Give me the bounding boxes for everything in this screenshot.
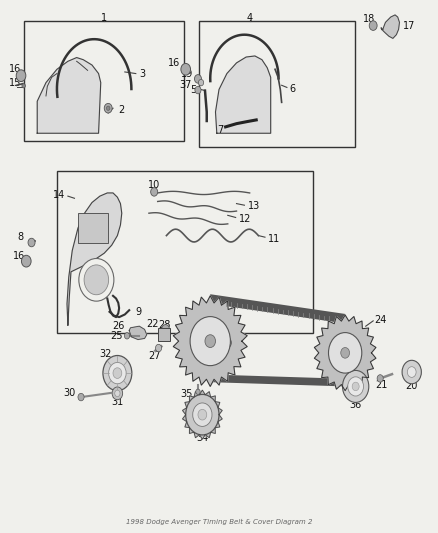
Text: 35: 35 <box>180 390 193 399</box>
Text: 12: 12 <box>239 214 251 223</box>
Bar <box>210 345 223 357</box>
Text: 18: 18 <box>363 14 375 23</box>
Circle shape <box>402 360 421 384</box>
Text: 37: 37 <box>180 80 192 90</box>
Circle shape <box>343 370 369 402</box>
Text: 9: 9 <box>136 307 142 317</box>
Circle shape <box>196 389 200 394</box>
Circle shape <box>198 79 204 86</box>
Circle shape <box>198 409 207 420</box>
Circle shape <box>193 403 212 426</box>
Polygon shape <box>314 315 376 391</box>
Polygon shape <box>215 56 271 133</box>
Text: 6: 6 <box>289 84 295 94</box>
Circle shape <box>377 375 383 382</box>
Circle shape <box>190 317 230 366</box>
Polygon shape <box>183 390 222 439</box>
Circle shape <box>352 382 359 391</box>
Circle shape <box>22 84 25 88</box>
Circle shape <box>181 63 191 75</box>
Circle shape <box>162 325 170 334</box>
Text: 25: 25 <box>110 331 123 341</box>
Text: 34: 34 <box>196 433 208 443</box>
Circle shape <box>28 238 35 247</box>
Text: 28: 28 <box>158 320 170 330</box>
Text: 1998 Dodge Avenger Timing Belt & Cover Diagram 2: 1998 Dodge Avenger Timing Belt & Cover D… <box>126 519 312 525</box>
Circle shape <box>84 265 109 295</box>
Text: 3: 3 <box>139 69 145 78</box>
Circle shape <box>155 344 162 352</box>
Text: 33: 33 <box>214 337 226 347</box>
Circle shape <box>106 106 110 110</box>
Circle shape <box>79 259 114 301</box>
Text: 22: 22 <box>146 319 159 328</box>
Text: 4: 4 <box>247 13 253 23</box>
Circle shape <box>186 394 219 435</box>
Circle shape <box>194 75 201 83</box>
Bar <box>158 328 170 341</box>
Polygon shape <box>381 15 399 38</box>
Text: 15: 15 <box>9 78 21 88</box>
Circle shape <box>223 337 231 348</box>
Bar <box>24 21 184 141</box>
Circle shape <box>124 333 130 339</box>
Text: 32: 32 <box>99 350 112 359</box>
Circle shape <box>112 387 123 400</box>
Text: 23: 23 <box>184 311 196 321</box>
Text: 14: 14 <box>53 190 66 199</box>
Text: 20: 20 <box>406 381 418 391</box>
Polygon shape <box>37 58 101 133</box>
Circle shape <box>78 393 84 401</box>
Polygon shape <box>210 375 345 386</box>
Text: 10: 10 <box>148 180 160 190</box>
Circle shape <box>113 368 122 378</box>
Text: 5: 5 <box>190 85 196 95</box>
Text: 21: 21 <box>375 380 387 390</box>
Text: 27: 27 <box>148 351 160 360</box>
Circle shape <box>195 86 201 94</box>
Circle shape <box>348 377 364 396</box>
Text: 7: 7 <box>217 125 223 134</box>
Bar <box>199 21 355 147</box>
Circle shape <box>205 335 215 348</box>
Text: 29: 29 <box>230 326 242 335</box>
Text: 26: 26 <box>113 321 125 331</box>
Text: 16: 16 <box>168 58 180 68</box>
Text: 2: 2 <box>118 106 124 115</box>
Text: 31: 31 <box>111 398 124 407</box>
Polygon shape <box>129 326 147 340</box>
Circle shape <box>104 103 112 113</box>
Circle shape <box>369 21 377 30</box>
Circle shape <box>151 188 158 196</box>
Circle shape <box>109 362 126 384</box>
Polygon shape <box>173 296 247 386</box>
Text: 13: 13 <box>247 201 260 211</box>
Text: 36: 36 <box>350 400 362 410</box>
Text: 17: 17 <box>403 21 415 30</box>
Circle shape <box>407 367 416 377</box>
Circle shape <box>16 70 26 82</box>
Text: 23: 23 <box>321 332 334 342</box>
Bar <box>78 213 108 243</box>
Circle shape <box>328 333 362 373</box>
Bar <box>57 171 313 333</box>
Text: 11: 11 <box>268 234 280 244</box>
Circle shape <box>103 356 132 391</box>
Text: 16: 16 <box>9 64 21 74</box>
Polygon shape <box>67 193 122 325</box>
Text: 24: 24 <box>374 315 387 325</box>
Text: 8: 8 <box>17 232 23 242</box>
Text: 16: 16 <box>13 251 25 261</box>
Text: 19: 19 <box>180 69 193 78</box>
Polygon shape <box>210 294 345 324</box>
Text: 30: 30 <box>63 388 75 398</box>
Circle shape <box>115 390 120 397</box>
Text: 1: 1 <box>101 13 107 23</box>
Circle shape <box>341 348 350 358</box>
Circle shape <box>21 255 31 267</box>
